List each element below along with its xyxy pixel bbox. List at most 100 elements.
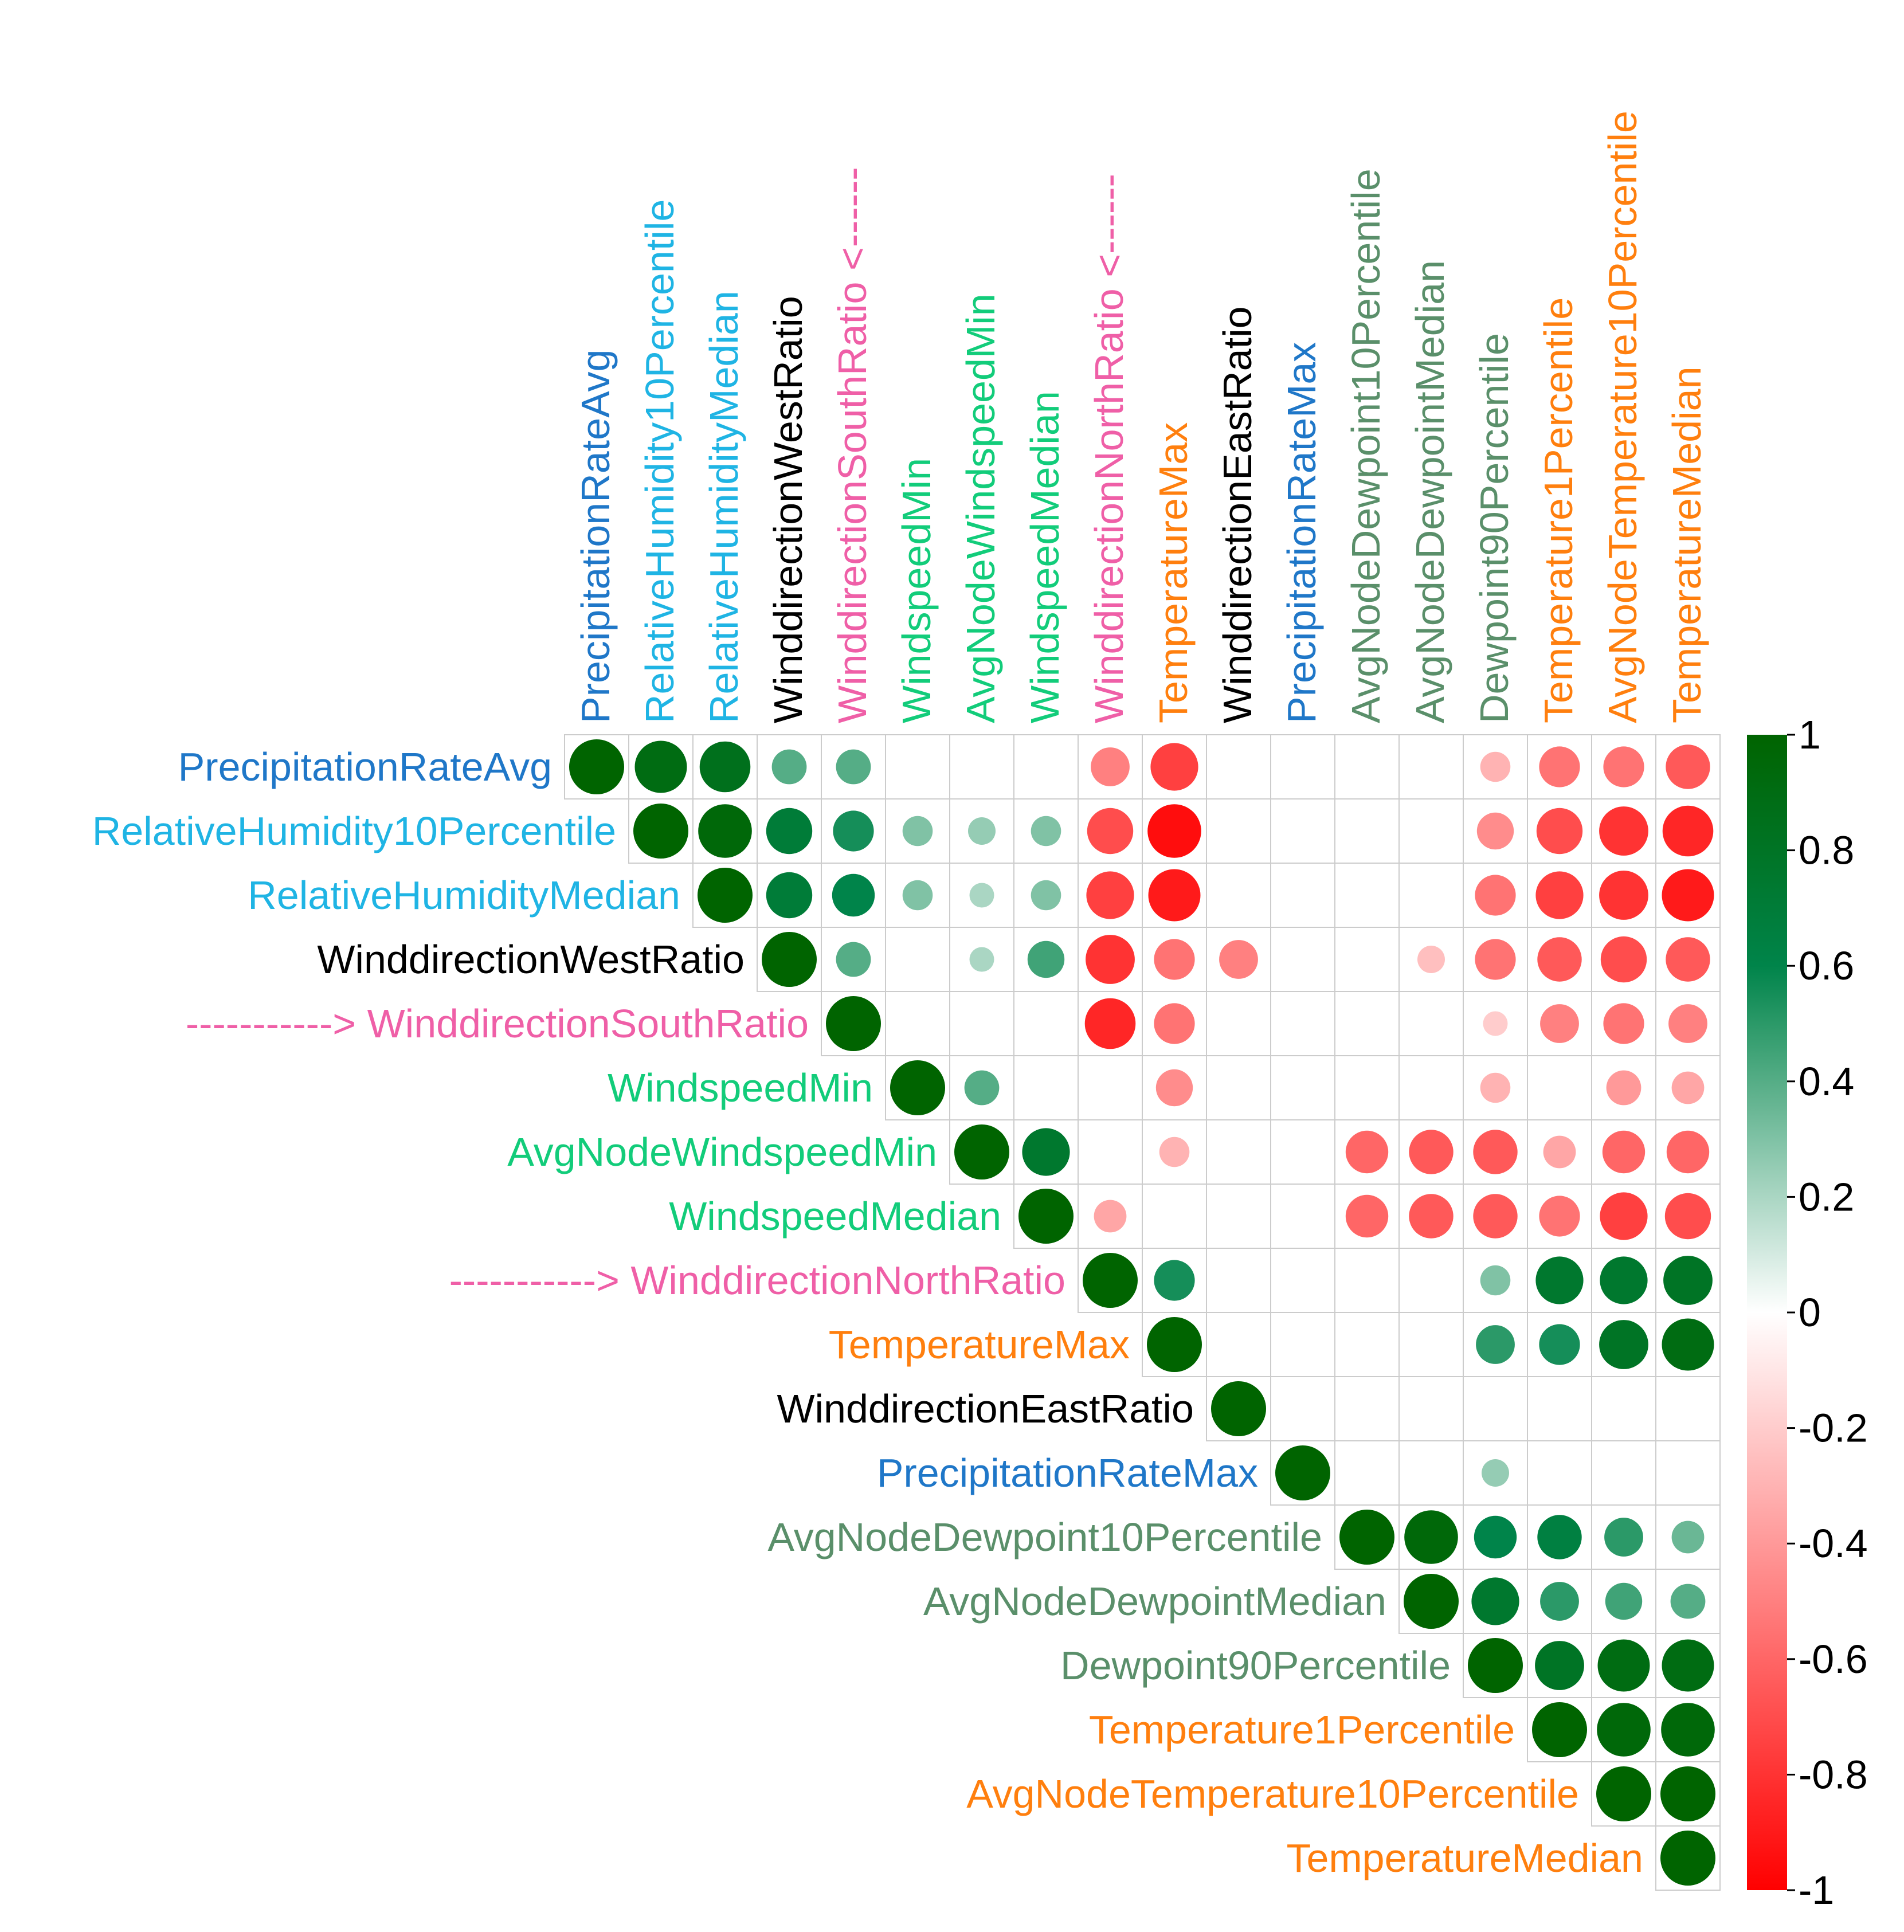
grid-cell xyxy=(1334,1376,1400,1441)
corr-circle xyxy=(1480,751,1511,782)
corr-circle xyxy=(954,1124,1009,1179)
grid-cell xyxy=(1013,1055,1079,1120)
corr-circle xyxy=(1537,1515,1582,1559)
row-label: -----------> WinddirectionSouthRatio xyxy=(186,1001,809,1046)
colorbar: 1 0.8 0.6 0.4 0.2 0 -0.2 -0.4 -0.6 -0.8 -1 xyxy=(1747,712,1868,1913)
corr-circle xyxy=(1603,746,1644,787)
row-label: AvgNodeDewpoint10Percentile xyxy=(767,1515,1322,1559)
corr-circle xyxy=(766,872,813,919)
corr-circle xyxy=(1535,1256,1584,1304)
grid-cell xyxy=(1142,1184,1207,1249)
grid-cell xyxy=(1398,991,1464,1056)
corr-circle xyxy=(969,947,994,972)
grid-cell xyxy=(1334,1312,1400,1377)
colorbar-tick-label: -0.4 xyxy=(1799,1521,1868,1566)
row-label: TemperatureMedian xyxy=(1286,1836,1643,1880)
corr-circle xyxy=(832,873,875,917)
row-label: -----------> WinddirectionNorthRatio xyxy=(449,1258,1065,1303)
row-label: RelativeHumidityMedian xyxy=(248,873,680,918)
column-label: WindspeedMedian xyxy=(1022,391,1067,723)
grid-cell xyxy=(1206,1055,1271,1120)
corr-circle xyxy=(1671,1520,1705,1554)
colorbar-tick-label: 0.2 xyxy=(1799,1174,1854,1219)
column-label: PrecipitationRateMax xyxy=(1279,342,1324,723)
corr-circle xyxy=(634,740,687,793)
colorbar-tick-label: -0.8 xyxy=(1799,1752,1868,1797)
corr-circle xyxy=(1474,1515,1517,1559)
circle-layer xyxy=(569,739,1715,1886)
grid-cell xyxy=(1334,798,1400,864)
grid-cell xyxy=(1270,863,1335,928)
colorbar-tick-label: 0.8 xyxy=(1799,828,1854,873)
grid-cell xyxy=(885,927,950,992)
corr-circle xyxy=(1471,1577,1519,1625)
corr-circle xyxy=(1599,806,1648,856)
corr-circle xyxy=(1345,1130,1389,1174)
corr-circle xyxy=(1668,1004,1707,1043)
grid-cell xyxy=(1398,863,1464,928)
corr-circle xyxy=(1417,946,1445,973)
corr-circle xyxy=(1091,747,1130,786)
corr-circle xyxy=(1475,875,1516,916)
grid-cell xyxy=(1078,1119,1143,1185)
grid-cell xyxy=(1206,1248,1271,1313)
corr-circle xyxy=(1600,1256,1648,1304)
grid-cell xyxy=(949,734,1014,800)
row-label: PrecipitationRateMax xyxy=(877,1451,1258,1495)
column-label: RelativeHumidityMedian xyxy=(702,291,746,723)
corr-circle xyxy=(1540,1582,1579,1621)
corr-circle xyxy=(836,749,871,785)
row-label: WindspeedMin xyxy=(608,1065,873,1110)
corr-circle xyxy=(1473,1130,1518,1174)
corr-circle xyxy=(1150,743,1198,791)
corr-circle xyxy=(1154,939,1195,980)
corr-circle xyxy=(1539,1324,1580,1365)
colorbar-gradient xyxy=(1747,735,1787,1890)
corr-circle xyxy=(1022,1128,1070,1176)
corr-circle xyxy=(1483,1011,1508,1036)
corr-circle xyxy=(1482,1459,1509,1487)
corr-circle xyxy=(1404,1574,1459,1629)
grid-cell xyxy=(1206,991,1271,1056)
row-label: Temperature1Percentile xyxy=(1089,1707,1515,1752)
corr-circle xyxy=(1666,937,1710,982)
grid-cell xyxy=(1270,798,1335,864)
corr-circle xyxy=(1539,746,1580,787)
corr-circle xyxy=(1155,1069,1193,1107)
corr-circle xyxy=(1339,1510,1394,1565)
corr-circle xyxy=(1599,1320,1648,1369)
row-label: WindspeedMedian xyxy=(669,1194,1001,1239)
corr-circle xyxy=(1539,1196,1580,1237)
grid-cell xyxy=(1270,1055,1335,1120)
grid-cell xyxy=(1078,1055,1143,1120)
grid-cell xyxy=(1398,1055,1464,1120)
grid-layer xyxy=(564,734,1721,1891)
column-label: WindspeedMin xyxy=(894,458,939,723)
grid-cell xyxy=(1398,1440,1464,1506)
corr-circle xyxy=(1535,871,1584,919)
grid-cell xyxy=(1655,1440,1721,1506)
grid-cell xyxy=(1334,1440,1400,1506)
grid-cell xyxy=(1398,734,1464,800)
corr-circle xyxy=(1086,935,1135,984)
grid-cell xyxy=(1270,1312,1335,1377)
corr-circle xyxy=(1670,1584,1706,1619)
corr-circle xyxy=(1532,1702,1587,1757)
grid-cell xyxy=(1013,991,1079,1056)
corr-circle xyxy=(1154,1003,1195,1044)
corr-circle xyxy=(1475,939,1516,980)
corr-circle xyxy=(1662,869,1714,922)
corr-circle xyxy=(1473,1194,1518,1239)
corr-circle xyxy=(698,868,753,923)
corr-circle xyxy=(762,932,817,987)
grid-cell xyxy=(1334,1248,1400,1313)
corr-circle xyxy=(633,804,688,859)
corr-circle xyxy=(1606,1070,1641,1106)
grid-cell xyxy=(1206,734,1271,800)
corr-circle xyxy=(1600,1192,1648,1240)
column-label: Dewpoint90Percentile xyxy=(1472,333,1517,723)
colorbar-tick-label: 0.6 xyxy=(1799,943,1854,988)
corr-circle xyxy=(964,1070,1000,1106)
corr-circle xyxy=(1086,871,1134,919)
corr-circle xyxy=(1666,1130,1710,1174)
